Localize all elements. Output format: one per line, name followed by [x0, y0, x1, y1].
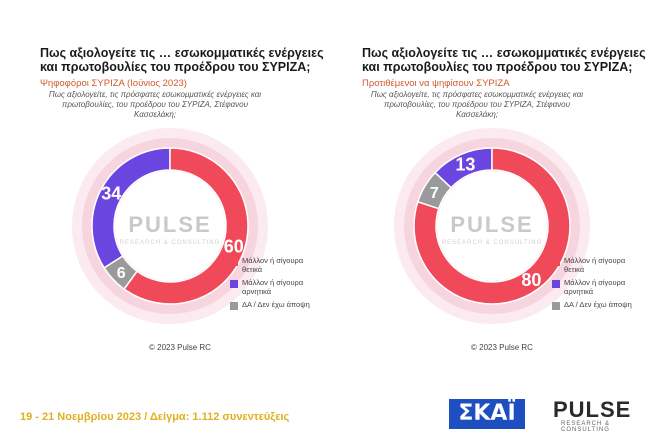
survey-footer: 19 - 21 Νοεμβρίου 2023 / Δείγμα: 1.112 σ…	[20, 411, 290, 423]
legend-label-dk: ΔΑ / Δεν έχω άποψη	[242, 300, 310, 309]
donut-slice-positive	[413, 147, 571, 305]
chart-legend: Μάλλον ή σίγουρα θετικά Μάλλον ή σίγουρα…	[552, 256, 650, 322]
legend-item-negative: Μάλλον ή σίγουρα αρνητικά	[230, 278, 330, 300]
data-label-negative: 34	[101, 184, 121, 204]
legend-label-positive: Μάλλον ή σίγουρα θετικά	[564, 256, 626, 274]
donut-chart: 7 13 80 PULSE RESEARCH & CONSULTING	[394, 128, 590, 324]
chart-subtitle: Προτιθέμενοι να ψηφίσουν ΣΥΡΙΖΑ	[362, 78, 510, 89]
copyright: © 2023 Pulse RC	[471, 343, 533, 352]
data-label-dk: 6	[117, 265, 126, 282]
legend-item-positive: Μάλλον ή σίγουρα θετικά	[552, 256, 650, 278]
watermark-subtext: RESEARCH & CONSULTING	[442, 240, 543, 246]
legend-swatch-dk	[230, 302, 238, 310]
legend-swatch-positive	[230, 258, 238, 266]
watermark-text: PULSE	[450, 212, 533, 237]
legend-item-positive: Μάλλον ή σίγουρα θετικά	[230, 256, 330, 278]
legend-swatch-dk	[552, 302, 560, 310]
data-label-positive: 80	[521, 270, 541, 290]
donut-hole	[437, 171, 547, 281]
chart-title: Πως αξιολογείτε τις … εσωκομματικές ενέρ…	[40, 46, 324, 74]
pulse-logo: PULSE RESEARCH & CONSULTING	[533, 397, 643, 433]
chart-question: Πως αξιολογείτε, τις πρόσφατες εσωκομματ…	[370, 90, 584, 119]
pulse-logo-subtext: RESEARCH & CONSULTING	[561, 421, 611, 433]
chart-panel-intending-voters: Πως αξιολογείτε τις … εσωκομματικές ενέρ…	[352, 38, 650, 368]
legend-swatch-negative	[230, 280, 238, 288]
pulse-logo-text: PULSE	[553, 397, 632, 422]
legend-swatch-negative	[552, 280, 560, 288]
watermark-subtext: RESEARCH & CONSULTING	[120, 240, 221, 246]
chart-panel-voters: Πως αξιολογείτε τις … εσωκομματικές ενέρ…	[30, 38, 330, 368]
legend-item-negative: Μάλλον ή σίγουρα αρνητικά	[552, 278, 650, 300]
chart-question: Πως αξιολογείτε, τις πρόσφατες εσωκομματ…	[48, 90, 262, 119]
data-label-negative: 13	[455, 155, 475, 175]
donut-hole	[115, 171, 225, 281]
chart-title: Πως αξιολογείτε τις … εσωκομματικές ενέρ…	[362, 46, 646, 74]
watermark-text: PULSE	[128, 212, 211, 237]
legend-label-negative: Μάλλον ή σίγουρα αρνητικά	[242, 278, 304, 296]
data-label-positive: 60	[224, 237, 244, 257]
skai-logo: ΣΚΑΪ	[449, 399, 525, 429]
legend-label-positive: Μάλλον ή σίγουρα θετικά	[242, 256, 304, 274]
legend-item-dk: ΔΑ / Δεν έχω άποψη	[552, 300, 650, 322]
copyright: © 2023 Pulse RC	[149, 343, 211, 352]
donut-slice-positive	[123, 147, 249, 305]
chart-legend: Μάλλον ή σίγουρα θετικά Μάλλον ή σίγουρα…	[230, 256, 330, 322]
legend-item-dk: ΔΑ / Δεν έχω άποψη	[230, 300, 330, 322]
chart-subtitle: Ψηφοφόροι ΣΥΡΙΖΑ (Ιούνιος 2023)	[40, 78, 187, 89]
donut-chart: 6 34 60 PULSE RESEARCH & CONSULTING	[72, 128, 268, 324]
legend-swatch-positive	[552, 258, 560, 266]
legend-label-dk: ΔΑ / Δεν έχω άποψη	[564, 300, 632, 309]
legend-label-negative: Μάλλον ή σίγουρα αρνητικά	[564, 278, 626, 296]
data-label-dk: 7	[430, 185, 439, 202]
